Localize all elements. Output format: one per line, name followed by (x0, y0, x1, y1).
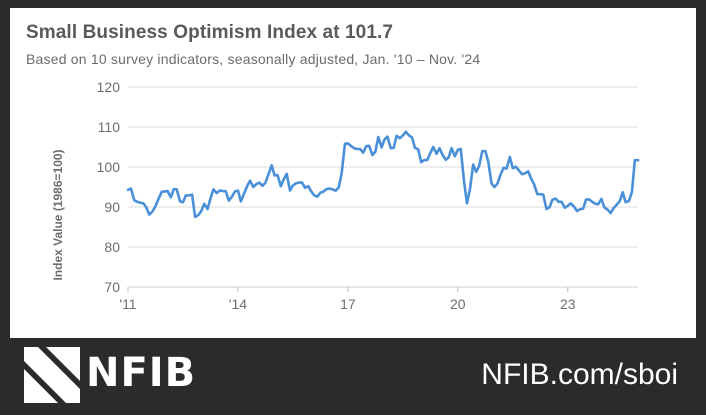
gridlines (128, 86, 638, 288)
chart-card (10, 8, 696, 338)
x-tick-label: '14 (229, 296, 247, 312)
y-axis-tick-labels: 70 80 90 100 110 120 (97, 79, 121, 295)
nfib-logo-text: NFIB (86, 350, 197, 396)
y-tick-label: 90 (104, 199, 120, 215)
series-line (126, 130, 640, 219)
y-tick-label: 80 (104, 239, 120, 255)
chart-title: Small Business Optimism Index at 101.7 (26, 22, 394, 43)
footer-bar: NFIB NFIB.com/sboi (0, 338, 706, 415)
y-axis-label: Index Value (1986=100) (51, 149, 65, 280)
x-axis-tick-labels: '11 '14 17 20 23 (119, 287, 576, 312)
x-tick-label: '11 (119, 296, 136, 312)
footer-url[interactable]: NFIB.com/sboi (481, 358, 678, 391)
x-tick-label: 17 (340, 296, 356, 312)
y-tick-label: 120 (97, 79, 121, 95)
x-tick-label: 20 (450, 296, 466, 312)
y-tick-label: 100 (97, 159, 121, 175)
x-tick-label: 23 (560, 296, 576, 312)
y-tick-label: 70 (104, 279, 120, 295)
line-chart: 70 80 90 100 110 120 '11 '14 17 20 23 Index Value… (51, 79, 640, 312)
nfib-logo-icon (24, 347, 80, 403)
y-tick-label: 110 (98, 119, 121, 135)
chart-subtitle: Based on 10 survey indicators, seasonall… (26, 51, 481, 67)
